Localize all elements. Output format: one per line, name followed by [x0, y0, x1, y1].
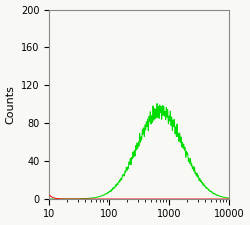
Y-axis label: Counts: Counts [6, 85, 16, 124]
